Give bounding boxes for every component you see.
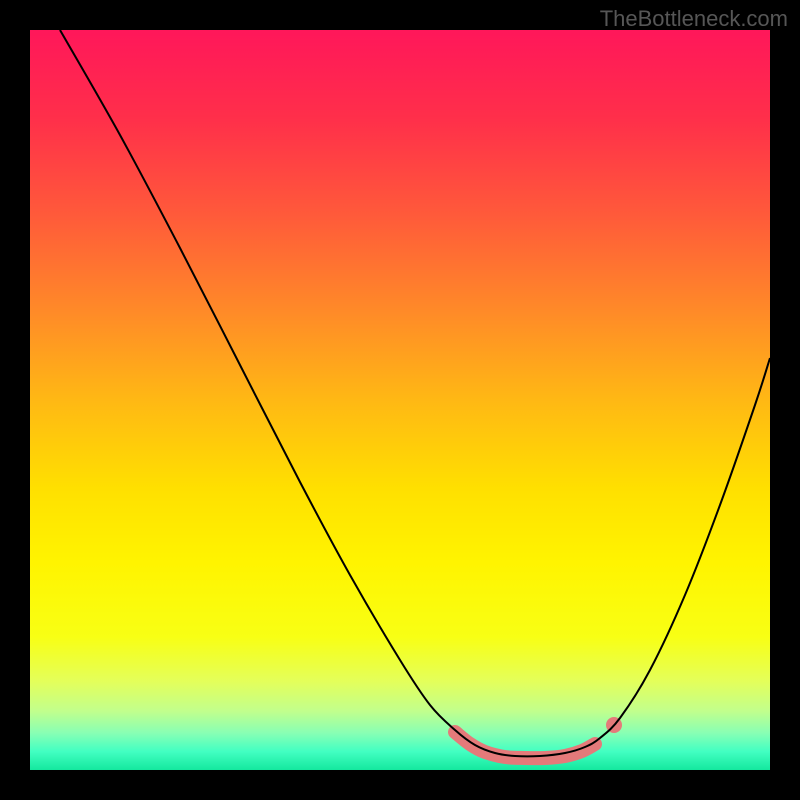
attribution-text: TheBottleneck.com [600,6,788,32]
bottleneck-chart [0,0,800,800]
chart-container: TheBottleneck.com [0,0,800,800]
